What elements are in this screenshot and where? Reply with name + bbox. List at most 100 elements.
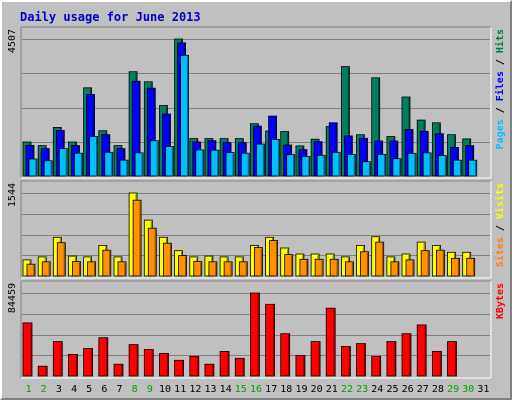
bar-pages-day-16 <box>255 143 265 177</box>
bar-pages-day-19 <box>301 156 311 177</box>
bar-sites-day-9 <box>147 227 157 277</box>
y-max-label-middle: 1544 <box>7 183 18 207</box>
bar-sites-day-21 <box>329 258 339 277</box>
bar-sites-day-15 <box>238 261 248 277</box>
bar-pages-day-25 <box>392 158 402 177</box>
bar-sites-day-26 <box>405 259 415 277</box>
legend-item-top-4: Hits <box>494 29 506 53</box>
bar-kbytes-day-14 <box>219 350 230 377</box>
x-tick-day-2: 2 <box>41 384 47 395</box>
x-tick-day-4: 4 <box>71 384 77 395</box>
x-tick-day-29: 29 <box>447 384 459 395</box>
x-tick-day-28: 28 <box>432 384 444 395</box>
bar-kbytes-day-17 <box>265 303 276 377</box>
chart-title: Daily usage for June 2013 <box>20 10 201 24</box>
bar-sites-day-1 <box>26 263 36 277</box>
bar-pages-day-29 <box>453 159 462 177</box>
panel-bottom: 84459 KBytes <box>7 280 506 379</box>
bar-pages-day-10 <box>165 146 174 177</box>
bar-sites-day-16 <box>253 247 263 277</box>
x-tick-day-21: 21 <box>326 384 338 395</box>
x-tick-day-8: 8 <box>132 384 138 395</box>
bar-sites-day-29 <box>451 257 460 277</box>
bar-pages-day-17 <box>271 139 281 177</box>
bar-sites-day-18 <box>284 254 294 277</box>
bar-sites-day-11 <box>178 255 188 277</box>
bar-kbytes-day-24 <box>371 355 382 377</box>
x-tick-day-22: 22 <box>341 384 353 395</box>
bar-kbytes-day-15 <box>234 357 245 377</box>
y-max-label-bottom: 84459 <box>7 283 18 313</box>
x-tick-day-9: 9 <box>147 384 153 395</box>
x-tick-day-27: 27 <box>417 384 429 395</box>
legend-bottom: KBytes <box>495 283 506 319</box>
bar-pages-day-20 <box>316 154 326 177</box>
bar-kbytes-day-20 <box>310 341 321 377</box>
bar-kbytes-day-25 <box>386 341 397 377</box>
x-tick-day-11: 11 <box>174 384 186 395</box>
bar-kbytes-day-21 <box>325 307 336 377</box>
x-tick-day-26: 26 <box>402 384 414 395</box>
bar-kbytes-day-2 <box>37 365 48 377</box>
x-tick-day-3: 3 <box>56 384 62 395</box>
bar-pages-day-21 <box>331 151 341 177</box>
bar-pages-day-3 <box>58 148 68 177</box>
bar-kbytes-day-9 <box>143 349 154 377</box>
x-tick-day-1: 1 <box>26 384 32 395</box>
bar-kbytes-day-8 <box>128 344 139 377</box>
bar-sites-day-6 <box>102 249 112 277</box>
bar-kbytes-day-1 <box>22 322 33 377</box>
bar-kbytes-day-5 <box>83 348 93 377</box>
x-tick-day-10: 10 <box>159 384 171 395</box>
bar-kbytes-day-18 <box>280 333 291 377</box>
x-tick-day-19: 19 <box>295 384 307 395</box>
y-max-label-top: 4507 <box>7 29 18 53</box>
bar-kbytes-day-3 <box>52 341 63 377</box>
bar-pages-day-28 <box>437 155 447 177</box>
bar-pages-day-6 <box>104 151 114 177</box>
bar-sites-day-20 <box>314 258 324 277</box>
legend-item-top-3: / <box>495 53 506 71</box>
bar-pages-day-5 <box>89 136 98 177</box>
bar-pages-day-4 <box>74 152 83 177</box>
bar-kbytes-day-26 <box>401 333 412 377</box>
x-tick-day-18: 18 <box>280 384 292 395</box>
x-tick-day-17: 17 <box>265 384 277 395</box>
bar-pages-day-22 <box>346 153 356 177</box>
bar-kbytes-day-23 <box>356 343 366 377</box>
bar-kbytes-day-7 <box>113 363 124 377</box>
bar-pages-day-26 <box>407 153 417 177</box>
legend-item-middle-0: Sites <box>494 237 506 267</box>
bar-pages-day-30 <box>468 159 478 177</box>
panel-top: 4507 Pages / Files / Hits <box>7 26 506 179</box>
x-tick-day-16: 16 <box>250 384 262 395</box>
x-tick-day-12: 12 <box>189 384 201 395</box>
bar-sites-day-23 <box>360 251 369 277</box>
legend-item-middle-2: Visits <box>494 183 506 219</box>
x-tick-day-23: 23 <box>356 384 368 395</box>
x-axis: 1 2 3 4 5 6 7 8 9 10 11 12 13 14 15 16 17 18 19 20 21 22 23 24 2… <box>26 384 490 395</box>
bar-sites-day-4 <box>72 261 81 277</box>
bar-pages-day-7 <box>119 159 129 177</box>
bar-pages-day-24 <box>377 153 387 177</box>
x-tick-day-7: 7 <box>116 384 122 395</box>
legend-item-bottom-0: KBytes <box>495 283 506 319</box>
bar-sites-day-8 <box>132 199 142 277</box>
bar-kbytes-day-4 <box>68 353 78 377</box>
bar-pages-day-18 <box>286 154 296 177</box>
bar-pages-day-15 <box>240 152 250 177</box>
bar-sites-day-19 <box>299 258 309 277</box>
bar-pages-day-9 <box>149 140 159 177</box>
bar-sites-day-14 <box>223 261 233 277</box>
bar-sites-day-25 <box>390 261 400 277</box>
bar-kbytes-day-11 <box>174 359 185 377</box>
bar-sites-day-17 <box>269 240 279 277</box>
bar-kbytes-day-19 <box>295 354 306 377</box>
x-tick-day-25: 25 <box>386 384 398 395</box>
x-tick-day-30: 30 <box>462 384 474 395</box>
bar-sites-day-27 <box>420 250 430 277</box>
x-tick-day-13: 13 <box>204 384 216 395</box>
legend-middle: Sites / Visits <box>494 183 506 267</box>
bar-kbytes-day-29 <box>447 341 457 377</box>
